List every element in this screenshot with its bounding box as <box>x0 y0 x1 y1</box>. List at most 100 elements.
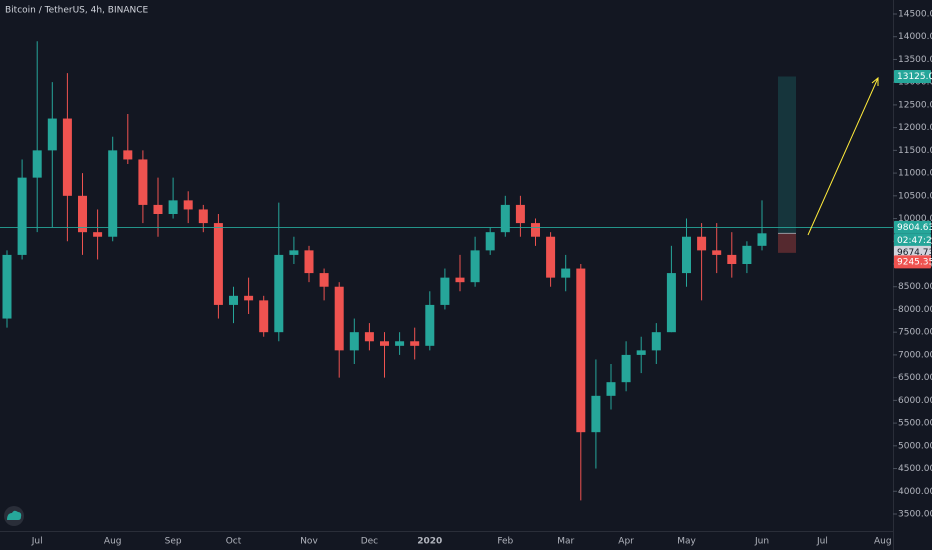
y-tick-label: 3500.00 <box>898 510 932 520</box>
candle-body <box>244 295 254 301</box>
last-price-label-bg <box>894 220 931 234</box>
candle-body <box>621 354 631 383</box>
candle-body <box>213 223 223 305</box>
candle-body <box>515 204 525 224</box>
candle-body <box>410 341 420 346</box>
x-tick-label: Nov <box>300 537 318 547</box>
x-tick-label: May <box>677 537 696 547</box>
candle-body <box>198 209 208 224</box>
candle-body <box>380 341 389 346</box>
y-tick-label: 14500.00 <box>898 10 932 20</box>
candle-body <box>500 204 510 233</box>
y-tick-label: 11000.00 <box>898 169 932 179</box>
y-tick-label: 8500.00 <box>898 282 932 292</box>
candle-body <box>2 254 12 319</box>
y-tick-label: 12500.00 <box>898 100 932 110</box>
candle-body <box>440 277 450 305</box>
candle-body <box>425 304 435 346</box>
y-tick-label: 7000.00 <box>898 350 932 360</box>
x-tick-label: Apr <box>618 537 634 547</box>
candle-body <box>727 254 737 264</box>
entry-label: 9674.73 <box>897 248 932 258</box>
stop-label-bg <box>894 255 931 269</box>
x-tick-label: Aug <box>874 537 892 547</box>
candle-body <box>168 200 178 214</box>
candle-body <box>712 250 722 255</box>
y-tick-label: 13500.00 <box>898 55 932 65</box>
y-tick-label: 5000.00 <box>898 441 932 451</box>
y-tick-label: 7500.00 <box>898 328 932 338</box>
candle-body <box>576 268 586 433</box>
candle-body <box>591 395 601 433</box>
candle-body <box>636 350 646 355</box>
candle-body <box>17 177 27 255</box>
y-tick-label: 8000.00 <box>898 305 932 315</box>
candle-body <box>78 195 87 233</box>
y-tick-label: 6500.00 <box>898 373 932 383</box>
candle-body <box>229 295 238 305</box>
x-tick-label: Jul <box>816 537 828 547</box>
candle-body <box>651 332 661 351</box>
x-tick-label: Oct <box>226 537 242 547</box>
logo <box>4 506 24 526</box>
candle-body <box>93 232 103 237</box>
last-price-label: 9804.63 <box>897 223 932 233</box>
x-tick-label: Mar <box>557 537 574 547</box>
candle-body <box>259 300 269 333</box>
candle-body <box>742 245 752 264</box>
chart-title: Bitcoin / TetherUS, 4h, BINANCE <box>5 6 149 16</box>
candle-body <box>561 268 571 278</box>
x-tick-label: 2020 <box>417 537 442 547</box>
candle-body <box>531 223 540 237</box>
candle-body <box>138 159 148 205</box>
candle-body <box>485 232 495 251</box>
y-tick-label: 12000.00 <box>898 123 932 133</box>
x-tick-label: Aug <box>104 537 122 547</box>
y-tick-label: 4000.00 <box>898 487 932 497</box>
candle-body <box>364 332 374 342</box>
y-tick-label: 5500.00 <box>898 419 932 429</box>
x-tick-label: Jun <box>754 537 769 547</box>
candle-body <box>455 277 465 283</box>
candle-body <box>757 233 767 246</box>
y-tick-label: 10500.00 <box>898 191 932 201</box>
y-tick-label: 10000.00 <box>898 214 932 224</box>
candle-body <box>349 332 359 351</box>
target-label-bg <box>894 69 931 83</box>
candle-body <box>47 118 57 151</box>
candle-body <box>289 250 299 255</box>
candle-body <box>682 236 691 274</box>
countdown-label: 02:47:25 <box>897 236 932 246</box>
candle-body <box>183 200 193 210</box>
position-loss-zone <box>778 233 796 253</box>
candle-body <box>108 150 118 237</box>
candle-body <box>123 150 133 160</box>
stop-label: 9245.35 <box>897 257 932 267</box>
logo-cloud <box>7 510 22 520</box>
candle-body <box>606 382 616 396</box>
candle-body <box>62 118 72 196</box>
candle-body <box>470 250 480 283</box>
x-tick-label: Feb <box>497 537 513 547</box>
candle-body <box>546 236 556 278</box>
x-tick-label: Sep <box>165 537 182 547</box>
arrow-shaft <box>807 77 879 236</box>
y-tick-label: 4500.00 <box>898 464 932 474</box>
candle-body <box>319 273 329 287</box>
target-label: 13125.05 <box>897 72 932 82</box>
countdown-bg <box>894 233 931 247</box>
x-tick-label: Dec <box>361 537 378 547</box>
candle-body <box>32 150 42 178</box>
y-tick-label: 14000.00 <box>898 32 932 42</box>
x-tick-label: Jul <box>31 537 43 547</box>
candle-body <box>274 254 284 333</box>
candle-body <box>334 286 344 351</box>
y-tick-label: 6000.00 <box>898 396 932 406</box>
candle-body <box>304 250 314 274</box>
position-profit-zone <box>778 76 796 234</box>
candle-body <box>153 204 163 214</box>
candle-body <box>697 236 707 251</box>
